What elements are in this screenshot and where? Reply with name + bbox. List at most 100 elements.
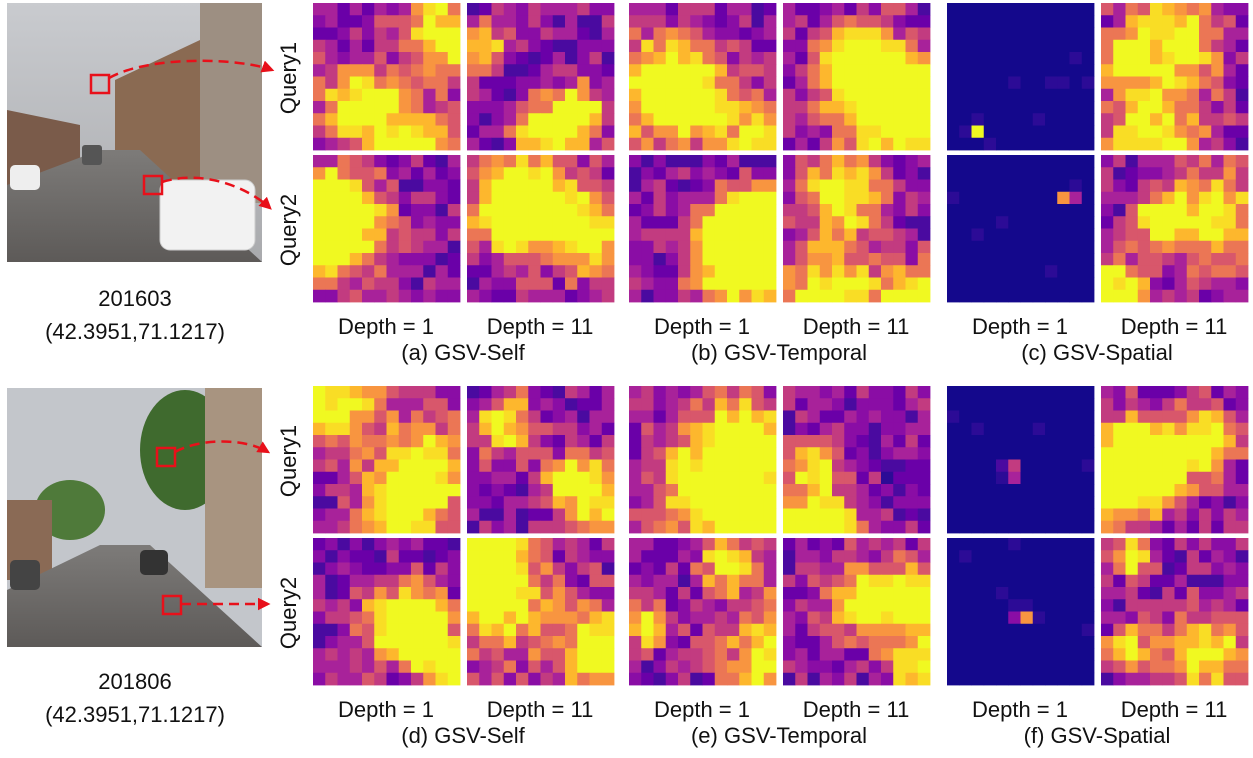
- heatmap-cell: [1126, 167, 1139, 180]
- heatmap-cell: [313, 563, 326, 576]
- heatmap-cell: [1199, 423, 1212, 436]
- heatmap-cell: [1113, 192, 1126, 205]
- heatmap-cell: [399, 435, 412, 448]
- heatmap-cell: [690, 398, 703, 411]
- heatmap-cell: [411, 575, 424, 588]
- heatmap-cell: [590, 15, 603, 28]
- heatmap-cell: [436, 77, 449, 90]
- heatmap-cell: [411, 64, 424, 77]
- heatmap-cell: [629, 101, 642, 114]
- heatmap-cell: [820, 28, 833, 41]
- heatmap-cell: [1057, 550, 1070, 563]
- heatmap-cell: [448, 661, 461, 674]
- heatmap-cell: [516, 563, 529, 576]
- heatmap-cell: [338, 64, 351, 77]
- heatmap-cell: [1033, 575, 1046, 588]
- heatmap-cell: [1162, 192, 1175, 205]
- heatmap-cell: [972, 101, 985, 114]
- heatmap-cell: [1057, 167, 1070, 180]
- heatmap-cell: [727, 612, 740, 625]
- heatmap-cell: [857, 624, 870, 637]
- heatmap-cell: [893, 241, 906, 254]
- heatmap-cell: [541, 278, 554, 291]
- heatmap-cell: [739, 521, 752, 534]
- heatmap-cell: [1101, 575, 1114, 588]
- heatmap-cell: [1211, 167, 1224, 180]
- heatmap-cell: [629, 89, 642, 102]
- heatmap-cell: [996, 624, 1009, 637]
- heatmap-cell: [881, 460, 894, 473]
- heatmap-cell: [436, 290, 449, 303]
- heatmap-cell: [516, 521, 529, 534]
- heatmap-cell: [1138, 15, 1151, 28]
- heatmap-cell: [423, 204, 436, 217]
- heatmap-cell: [448, 587, 461, 600]
- heatmap-cell: [423, 15, 436, 28]
- heatmap-cell: [374, 472, 387, 485]
- heatmap-cell: [869, 278, 882, 291]
- heatmap-cell: [1162, 113, 1175, 126]
- heatmap-cell: [577, 204, 590, 217]
- heatmap-cell: [1199, 180, 1212, 193]
- heatmap-cell: [715, 521, 728, 534]
- heatmap-cell: [399, 290, 412, 303]
- heatmap-cell: [1187, 423, 1200, 436]
- heatmap-cell: [387, 192, 400, 205]
- heatmap-cell: [832, 265, 845, 278]
- heatmap-cell: [764, 64, 777, 77]
- heatmap-cell: [1101, 472, 1114, 485]
- heatmap-cell: [1033, 423, 1046, 436]
- heatmap-cell: [703, 661, 716, 674]
- heatmap-cell: [690, 216, 703, 229]
- heatmap-cell: [362, 15, 375, 28]
- heatmap-cell: [972, 661, 985, 674]
- heatmap-cell: [467, 673, 480, 686]
- heatmap-cell: [666, 411, 679, 424]
- heatmap-cell: [893, 496, 906, 509]
- heatmap-cell: [423, 265, 436, 278]
- heatmap-cell: [715, 40, 728, 53]
- heatmap-cell: [727, 599, 740, 612]
- heatmap-cell: [1162, 472, 1175, 485]
- heatmap-cell: [996, 648, 1009, 661]
- heatmap-cell: [881, 521, 894, 534]
- heatmap-cell: [479, 89, 492, 102]
- heatmap-cell: [893, 460, 906, 473]
- heatmap-cell: [565, 77, 578, 90]
- heatmap-cell: [808, 180, 821, 193]
- heatmap-cell: [795, 253, 808, 266]
- heatmap-cell: [590, 550, 603, 563]
- heatmap-cell: [1187, 673, 1200, 686]
- heatmap-cell: [1033, 216, 1046, 229]
- heatmap-cell: [844, 386, 857, 399]
- heatmap-cell: [590, 411, 603, 424]
- heatmap-cell: [504, 496, 517, 509]
- heatmap-cell: [918, 138, 931, 151]
- heatmap-cell: [436, 538, 449, 551]
- heatmap-cell: [715, 101, 728, 114]
- heatmap-cell: [577, 278, 590, 291]
- heatmap-cell: [479, 423, 492, 436]
- heatmap-cell: [947, 398, 960, 411]
- heatmap: [629, 538, 776, 685]
- heatmap-cell: [996, 587, 1009, 600]
- heatmap-cell: [690, 64, 703, 77]
- heatmap-cell: [541, 472, 554, 485]
- heatmap-cell: [1224, 398, 1237, 411]
- heatmap-cell: [1126, 126, 1139, 139]
- heatmap-cell: [436, 521, 449, 534]
- heatmap-cell: [666, 89, 679, 102]
- heatmap-cell: [844, 101, 857, 114]
- heatmap-cell: [411, 599, 424, 612]
- heatmap-cell: [1175, 587, 1188, 600]
- heatmap-cell: [715, 241, 728, 254]
- heatmap-cell: [1211, 101, 1224, 114]
- heatmap-cell: [350, 472, 363, 485]
- heatmap-cell: [1211, 3, 1224, 16]
- heatmap-cell: [528, 624, 541, 637]
- heatmap-cell: [467, 265, 480, 278]
- heatmap-cell: [739, 435, 752, 448]
- heatmap-cell: [1162, 599, 1175, 612]
- heatmap-cell: [996, 64, 1009, 77]
- heatmap-cell: [436, 241, 449, 254]
